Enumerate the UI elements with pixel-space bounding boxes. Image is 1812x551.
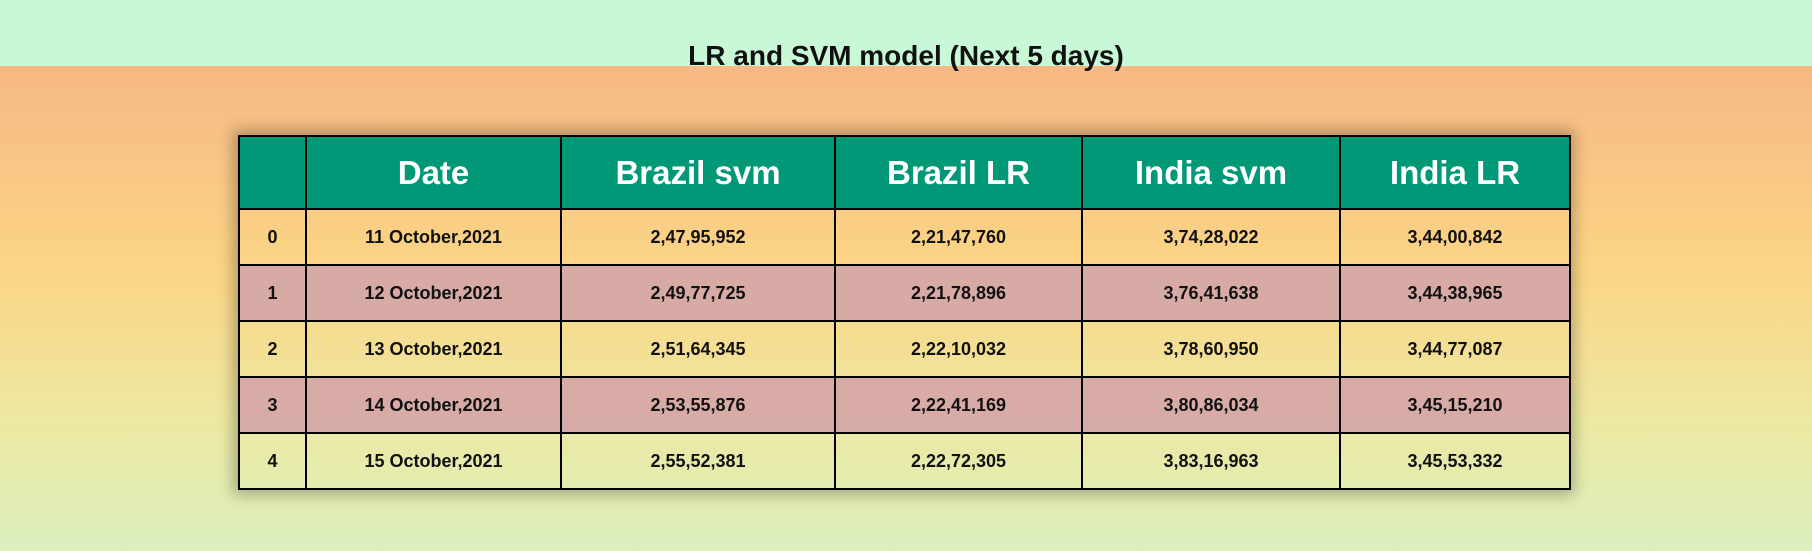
table-row: 3 14 October,2021 2,53,55,876 2,22,41,16… bbox=[238, 376, 1571, 434]
table-row: 1 12 October,2021 2,49,77,725 2,21,78,89… bbox=[238, 264, 1571, 322]
cell-brazil-lr: 2,22,72,305 bbox=[834, 432, 1083, 490]
cell-india-lr: 3,44,00,842 bbox=[1339, 208, 1571, 266]
cell-brazil-lr: 2,21,78,896 bbox=[834, 264, 1083, 322]
cell-index: 4 bbox=[238, 432, 307, 490]
cell-brazil-lr: 2,22,41,169 bbox=[834, 376, 1083, 434]
column-header-india-lr: India LR bbox=[1339, 135, 1571, 210]
forecast-table: Date Brazil svm Brazil LR India svm Indi… bbox=[238, 135, 1571, 490]
cell-date: 13 October,2021 bbox=[305, 320, 562, 378]
table-header-row: Date Brazil svm Brazil LR India svm Indi… bbox=[238, 135, 1571, 210]
cell-brazil-lr: 2,21,47,760 bbox=[834, 208, 1083, 266]
table-row: 0 11 October,2021 2,47,95,952 2,21,47,76… bbox=[238, 208, 1571, 266]
table-row: 2 13 October,2021 2,51,64,345 2,22,10,03… bbox=[238, 320, 1571, 378]
cell-index: 1 bbox=[238, 264, 307, 322]
cell-india-svm: 3,83,16,963 bbox=[1081, 432, 1341, 490]
cell-brazil-svm: 2,55,52,381 bbox=[560, 432, 836, 490]
cell-india-lr: 3,45,53,332 bbox=[1339, 432, 1571, 490]
cell-date: 15 October,2021 bbox=[305, 432, 562, 490]
cell-india-svm: 3,74,28,022 bbox=[1081, 208, 1341, 266]
cell-brazil-svm: 2,49,77,725 bbox=[560, 264, 836, 322]
cell-date: 12 October,2021 bbox=[305, 264, 562, 322]
cell-date: 11 October,2021 bbox=[305, 208, 562, 266]
cell-brazil-svm: 2,47,95,952 bbox=[560, 208, 836, 266]
forecast-table-container: Date Brazil svm Brazil LR India svm Indi… bbox=[238, 135, 1571, 490]
cell-date: 14 October,2021 bbox=[305, 376, 562, 434]
cell-india-svm: 3,80,86,034 bbox=[1081, 376, 1341, 434]
cell-india-lr: 3,44,77,087 bbox=[1339, 320, 1571, 378]
cell-india-lr: 3,45,15,210 bbox=[1339, 376, 1571, 434]
cell-india-svm: 3,76,41,638 bbox=[1081, 264, 1341, 322]
cell-brazil-lr: 2,22,10,032 bbox=[834, 320, 1083, 378]
table-row: 4 15 October,2021 2,55,52,381 2,22,72,30… bbox=[238, 432, 1571, 490]
column-header-india-svm: India svm bbox=[1081, 135, 1341, 210]
cell-india-svm: 3,78,60,950 bbox=[1081, 320, 1341, 378]
column-header-index bbox=[238, 135, 307, 210]
column-header-date: Date bbox=[305, 135, 562, 210]
cell-brazil-svm: 2,53,55,876 bbox=[560, 376, 836, 434]
cell-index: 3 bbox=[238, 376, 307, 434]
cell-india-lr: 3,44,38,965 bbox=[1339, 264, 1571, 322]
page-title: LR and SVM model (Next 5 days) bbox=[688, 40, 1124, 71]
cell-index: 0 bbox=[238, 208, 307, 266]
column-header-brazil-svm: Brazil svm bbox=[560, 135, 836, 210]
top-band bbox=[0, 0, 1812, 66]
cell-brazil-svm: 2,51,64,345 bbox=[560, 320, 836, 378]
column-header-brazil-lr: Brazil LR bbox=[834, 135, 1083, 210]
cell-index: 2 bbox=[238, 320, 307, 378]
